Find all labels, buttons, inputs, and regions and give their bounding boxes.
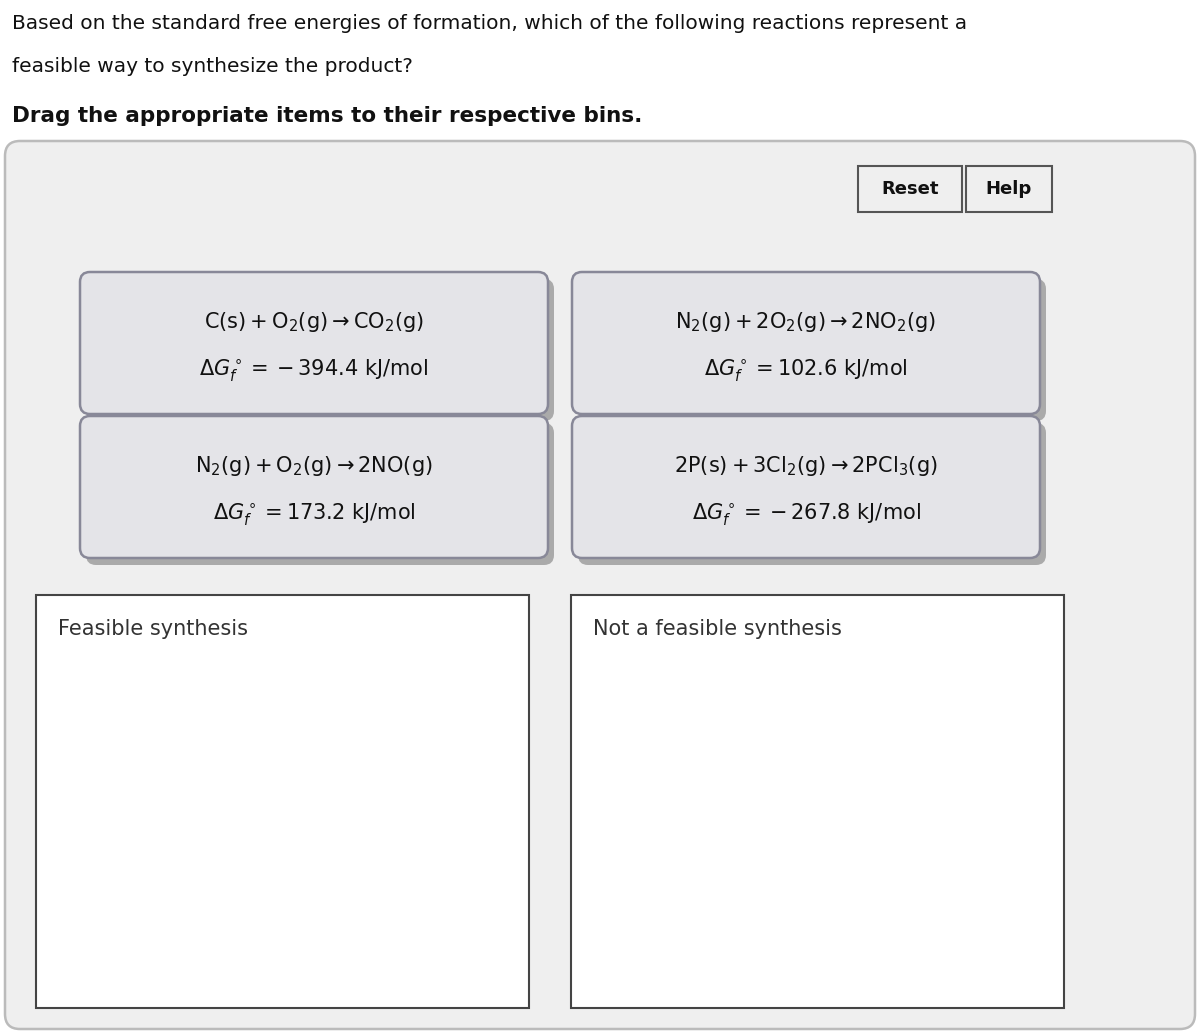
Text: $\mathrm{2P(s) + 3Cl_2(g)\to 2PCl_3(g)}$: $\mathrm{2P(s) + 3Cl_2(g)\to 2PCl_3(g)}$: [674, 454, 938, 479]
Text: feasible way to synthesize the product?: feasible way to synthesize the product?: [12, 57, 413, 77]
FancyBboxPatch shape: [80, 416, 548, 558]
FancyBboxPatch shape: [80, 272, 548, 414]
FancyBboxPatch shape: [86, 423, 554, 565]
Text: Not a feasible synthesis: Not a feasible synthesis: [593, 619, 842, 639]
Text: Reset: Reset: [881, 180, 938, 197]
Text: Feasible synthesis: Feasible synthesis: [58, 619, 248, 639]
Text: $\Delta G_f^\circ = -267.8\ \mathrm{kJ/mol}$: $\Delta G_f^\circ = -267.8\ \mathrm{kJ/m…: [691, 500, 920, 527]
FancyBboxPatch shape: [36, 595, 529, 1008]
FancyBboxPatch shape: [571, 595, 1064, 1008]
FancyBboxPatch shape: [86, 279, 554, 421]
Text: Drag the appropriate items to their respective bins.: Drag the appropriate items to their resp…: [12, 107, 642, 126]
Text: $\Delta G_f^\circ = 102.6\ \mathrm{kJ/mol}$: $\Delta G_f^\circ = 102.6\ \mathrm{kJ/mo…: [704, 357, 908, 383]
Text: $\mathrm{C(s) + O_2(g)\to CO_2(g)}$: $\mathrm{C(s) + O_2(g)\to CO_2(g)}$: [204, 310, 424, 334]
FancyBboxPatch shape: [572, 416, 1040, 558]
Text: $\mathrm{N_2(g) + O_2(g)\to 2NO(g)}$: $\mathrm{N_2(g) + O_2(g)\to 2NO(g)}$: [196, 454, 433, 479]
FancyBboxPatch shape: [578, 423, 1046, 565]
FancyBboxPatch shape: [858, 166, 962, 212]
FancyBboxPatch shape: [966, 166, 1052, 212]
FancyBboxPatch shape: [572, 272, 1040, 414]
Text: Help: Help: [986, 180, 1032, 197]
Text: $\Delta G_f^\circ = -394.4\ \mathrm{kJ/mol}$: $\Delta G_f^\circ = -394.4\ \mathrm{kJ/m…: [199, 357, 428, 383]
FancyBboxPatch shape: [5, 141, 1195, 1029]
Text: $\mathrm{N_2(g) + 2O_2(g)\to 2NO_2(g)}$: $\mathrm{N_2(g) + 2O_2(g)\to 2NO_2(g)}$: [676, 310, 936, 334]
Text: Based on the standard free energies of formation, which of the following reactio: Based on the standard free energies of f…: [12, 14, 967, 33]
FancyBboxPatch shape: [578, 279, 1046, 421]
Text: $\Delta G_f^\circ = 173.2\ \mathrm{kJ/mol}$: $\Delta G_f^\circ = 173.2\ \mathrm{kJ/mo…: [212, 500, 415, 527]
